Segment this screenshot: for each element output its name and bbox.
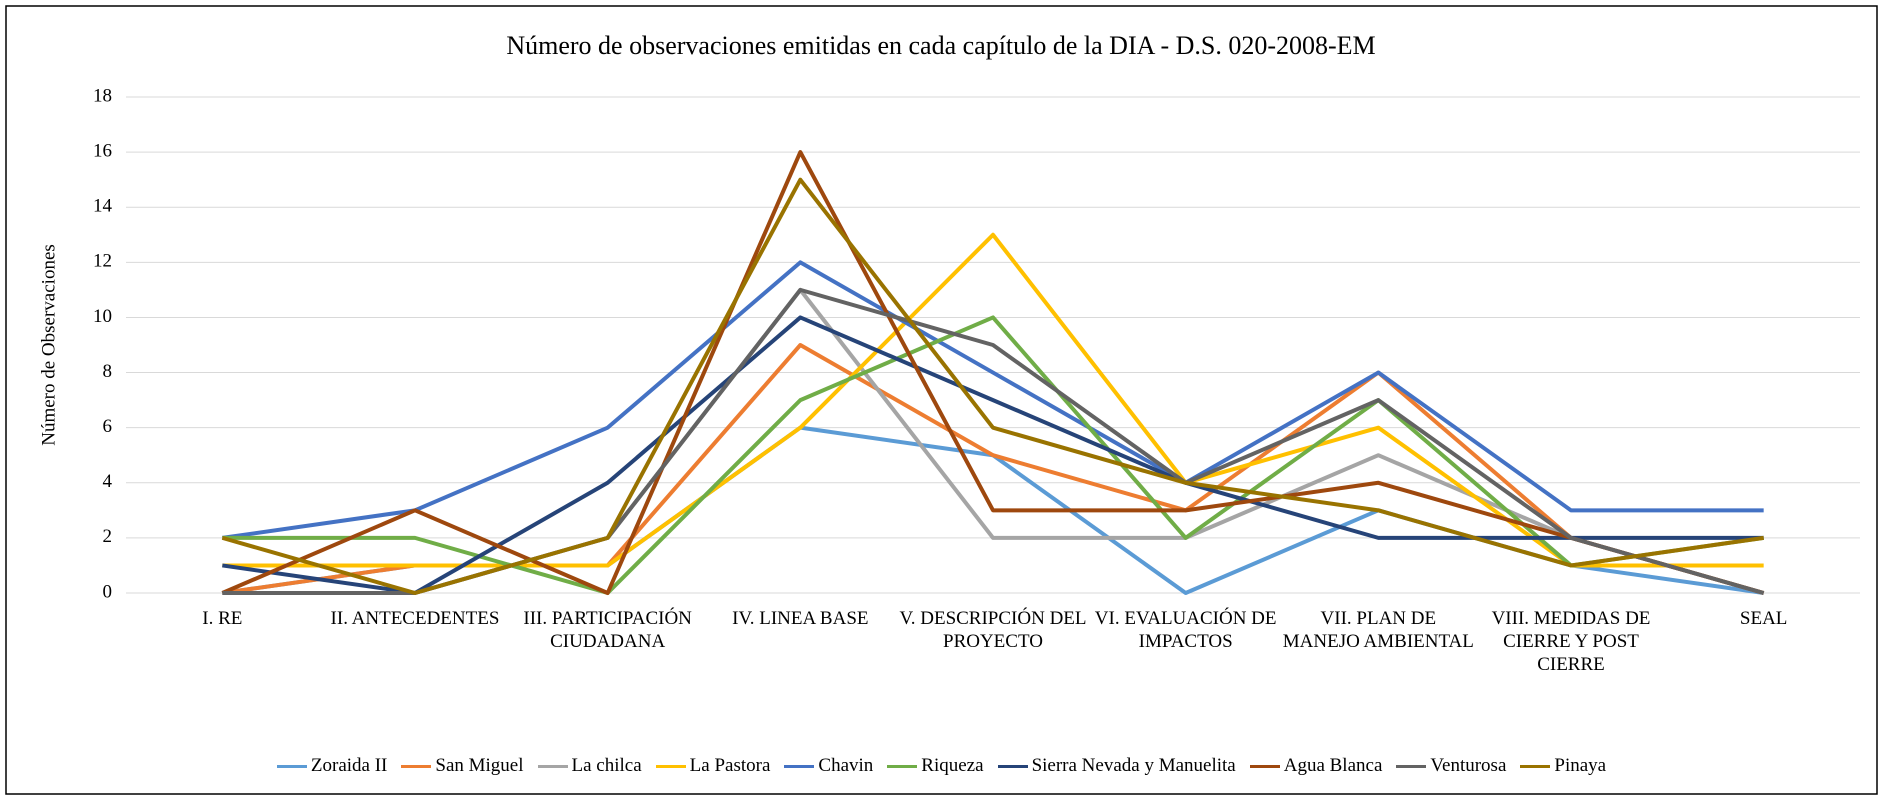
legend-item: San Miguel: [401, 755, 524, 777]
legend-item: Sierra Nevada y Manuelita: [997, 755, 1236, 777]
x-tick-label: VIII. MEDIDAS DE CIERRE Y POST CIERRE: [1491, 608, 1651, 675]
legend-swatch: [1520, 764, 1551, 768]
legend-item: Agua Blanca: [1249, 755, 1383, 777]
x-tick-label: IV. LINEA BASE: [732, 608, 869, 629]
legend-item: Chavin: [784, 755, 873, 777]
legend-label: San Miguel: [435, 755, 524, 776]
legend-label: Sierra Nevada y Manuelita: [1031, 755, 1236, 776]
legend-label: Venturosa: [1430, 755, 1507, 776]
y-tick-label: 10: [93, 306, 112, 327]
legend-label: La Pastora: [689, 755, 771, 776]
y-tick-label: 18: [93, 85, 112, 106]
legend-label: Riqueza: [921, 755, 984, 776]
y-tick-label: 14: [93, 196, 113, 217]
x-tick-label: III. PARTICIPACIÓN CIUDADANA: [523, 608, 692, 652]
y-tick-label: 8: [103, 361, 113, 382]
legend-label: La chilca: [571, 755, 642, 776]
legend-item: La chilca: [537, 755, 642, 777]
x-tick-label: V. DESCRIPCIÓN DEL PROYECTO: [899, 608, 1087, 652]
legend-swatch: [1396, 764, 1427, 768]
x-tick-label: II. ANTECEDENTES: [330, 608, 500, 629]
y-tick-label: 4: [103, 471, 113, 492]
y-tick-label: 2: [103, 526, 113, 547]
x-tick-label: I. RE: [202, 608, 243, 629]
legend-item: Zoraida II: [276, 755, 388, 777]
legend-swatch: [784, 764, 815, 768]
x-tick-label: SEAL: [1739, 608, 1788, 629]
series-line: [222, 260, 1764, 540]
y-tick-label: 0: [103, 581, 113, 602]
legend-swatch: [1249, 764, 1280, 768]
series-line: [222, 315, 1764, 595]
legend-label: Chavin: [818, 755, 874, 776]
legend-item: La Pastora: [655, 755, 771, 777]
y-axis-label: Número de Observaciones: [38, 244, 59, 446]
legend-label: Zoraida II: [310, 755, 388, 776]
legend-swatch: [887, 764, 918, 768]
legend-label: Pinaya: [1554, 755, 1607, 776]
legend-swatch: [401, 764, 432, 768]
x-tick-label: VI. EVALUACIÓN DE IMPACTOS: [1094, 608, 1277, 652]
legend-item: Venturosa: [1396, 755, 1506, 777]
chart-title: Número de observaciones emitidas en cada…: [506, 31, 1375, 60]
legend: Zoraida II San Miguel La chilca La Pastora C…: [0, 755, 1883, 777]
legend-swatch: [997, 764, 1028, 768]
series-line: [221, 150, 1765, 595]
legend-swatch: [537, 764, 568, 768]
legend-swatch: [655, 764, 686, 768]
y-tick-label: 12: [93, 251, 112, 272]
legend-item: Pinaya: [1520, 755, 1606, 777]
series-line: [221, 177, 1764, 595]
legend-swatch: [276, 764, 307, 768]
y-tick-label: 16: [93, 140, 112, 161]
y-tick-label: 6: [103, 416, 113, 437]
chart-border: [5, 5, 1878, 795]
legend-item: Riqueza: [887, 755, 984, 777]
legend-label: Agua Blanca: [1283, 755, 1383, 776]
x-tick-label: VII. PLAN DE MANEJO AMBIENTAL: [1282, 608, 1474, 652]
